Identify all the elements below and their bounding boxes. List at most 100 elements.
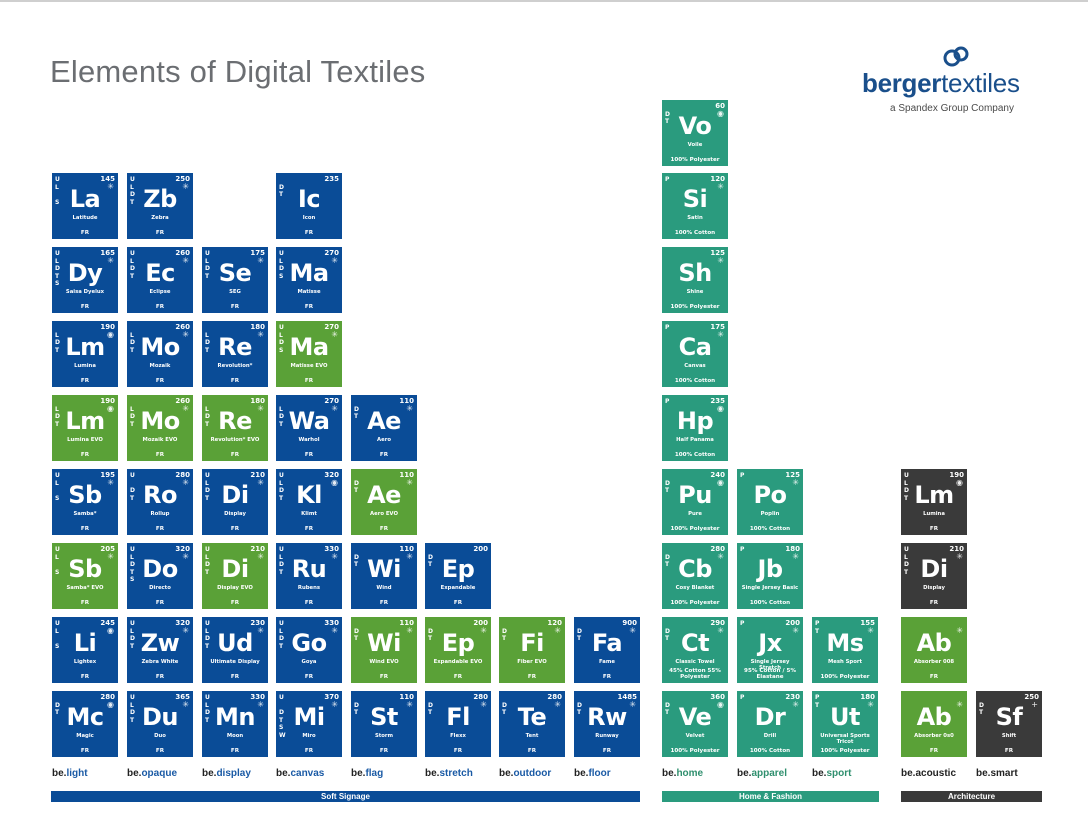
group-bar-architecture: Architecture <box>901 791 1042 802</box>
snowflake-icon: ✳ <box>554 700 561 709</box>
flame-icon: ◉ <box>107 330 114 339</box>
tile-property-codes: P <box>740 546 745 553</box>
element-tile-re-revolution: L D T 180 ✳ Re Revolution* FR <box>202 321 268 387</box>
tile-footer: FR <box>379 600 389 606</box>
element-tile-hp-half-panama: P 235 ◉ Hp Half Panama 100% Cotton <box>662 395 728 461</box>
tile-symbol: Mo <box>140 407 180 435</box>
tile-weight: 120 <box>710 175 725 183</box>
snowflake-icon: ✳ <box>867 626 874 635</box>
tile-symbol: Ec <box>145 259 175 287</box>
tile-footer: FR <box>80 674 90 680</box>
tile-weight: 280 <box>710 545 725 553</box>
tile-weight: 200 <box>785 619 800 627</box>
element-tile-fi-fiber-evo: D T 120 ✳ Fi Fiber EVO FR <box>499 617 565 683</box>
tile-weight: 110 <box>399 693 414 701</box>
snowflake-icon: ✳ <box>629 700 636 709</box>
snowflake-icon: ✳ <box>257 404 264 413</box>
tile-symbol: Si <box>682 185 708 213</box>
snowflake-icon: ✳ <box>717 626 724 635</box>
tile-weight: 110 <box>399 545 414 553</box>
tile-name: Pure <box>688 511 702 517</box>
snowflake-icon: ✳ <box>331 700 338 709</box>
page-title: Elements of Digital Textiles <box>50 54 426 89</box>
tile-footer: FR <box>379 526 389 532</box>
element-tile-ae-aero-evo: D T 110 ✳ Ae Aero EVO FR <box>351 469 417 535</box>
element-tile-po-poplin: P 125 ✳ Po Poplin 100% Cotton <box>737 469 803 535</box>
tile-footer: FR <box>453 748 463 754</box>
element-tile-sf-shift: D T 250 + Sf Shift FR <box>976 691 1042 757</box>
tile-name: Absorber 0s0 <box>914 733 954 739</box>
tile-name: Flexx <box>450 733 466 739</box>
tile-name: Shift <box>1001 733 1017 739</box>
tile-footer: FR <box>379 674 389 680</box>
tile-name: Wind <box>376 585 392 591</box>
tile-weight: 245 <box>100 619 115 627</box>
tile-symbol: Sb <box>68 481 102 509</box>
tile-footer: FR <box>304 674 314 680</box>
tile-footer: 100% Polyester <box>670 526 720 532</box>
element-tile-te-tent: D T 280 ✳ Te Tent FR <box>499 691 565 757</box>
tile-name: Rubens <box>297 585 321 591</box>
tile-weight: 270 <box>324 397 339 405</box>
snowflake-icon: ✳ <box>107 552 114 561</box>
element-tile-jb-single-jersey-basic: P 180 ✳ Jb Single Jersey Basic 100% Cotton <box>737 543 803 609</box>
tile-name: Samba* <box>73 511 97 517</box>
tile-footer: FR <box>230 304 240 310</box>
tile-footer: FR <box>80 748 90 754</box>
tile-name: Magic <box>76 733 94 739</box>
tile-symbol: Ca <box>678 333 712 361</box>
tile-symbol: Di <box>920 555 948 583</box>
tile-name: Fiber EVO <box>517 659 547 665</box>
element-tile-mo-mozaik-evo: L D T 260 ✳ Mo Mozaik EVO FR <box>127 395 193 461</box>
tile-symbol: Di <box>221 481 249 509</box>
tile-footer: FR <box>304 304 314 310</box>
tile-name: Single Jersey Basic <box>741 585 799 591</box>
tile-footer: FR <box>155 600 165 606</box>
category-label-home: be.home <box>662 768 703 779</box>
category-suffix: display <box>216 768 251 779</box>
snowflake-icon: ✳ <box>867 700 874 709</box>
tile-weight: 360 <box>710 693 725 701</box>
element-tile-mc-magic: D T 280 ◉ Mc Magic FR <box>52 691 118 757</box>
tile-name: Display <box>923 585 945 591</box>
element-tile-du-duo: U L D T 365 ✳ Du Duo FR <box>127 691 193 757</box>
tile-name: Wind EVO <box>369 659 399 665</box>
category-prefix: be. <box>737 768 752 779</box>
tile-footer: FR <box>929 526 939 532</box>
element-tile-lm-lumina-evo: L D T 190 ◉ Lm Lumina EVO FR <box>52 395 118 461</box>
tile-weight: 210 <box>949 545 964 553</box>
tile-footer: FR <box>230 526 240 532</box>
tile-footer: FR <box>155 230 165 236</box>
snowflake-icon: ✳ <box>182 182 189 191</box>
category-prefix: be. <box>52 768 67 779</box>
element-tile-ve-velvet: D T 360 ◉ Ve Velvet 100% Polyester <box>662 691 728 757</box>
element-tile-lm-lumina: L D T 190 ◉ Lm Lumina FR <box>52 321 118 387</box>
snowflake-icon: ✳ <box>182 256 189 265</box>
tile-weight: 180 <box>785 545 800 553</box>
tile-symbol: Wi <box>367 629 401 657</box>
category-suffix: light <box>66 768 88 779</box>
element-tile-ut-universal-sports-tricot: P T 180 ✳ Ut Universal Sports Tricot 100% Poly… <box>812 691 878 757</box>
tile-weight: 210 <box>250 545 265 553</box>
tile-footer: FR <box>304 452 314 458</box>
tile-weight: 165 <box>100 249 115 257</box>
tile-weight: 230 <box>250 619 265 627</box>
element-tile-ab-absorber-0s0: ✳ Ab Absorber 0s0 FR <box>901 691 967 757</box>
tile-symbol: Mn <box>215 703 255 731</box>
tile-name: Display EVO <box>217 585 253 591</box>
element-tile-wi-wind-evo: D T 110 ✳ Wi Wind EVO FR <box>351 617 417 683</box>
tile-name: Revolution* EVO <box>210 437 260 443</box>
snowflake-icon: ✳ <box>257 700 264 709</box>
tile-symbol: Ma <box>289 333 329 361</box>
